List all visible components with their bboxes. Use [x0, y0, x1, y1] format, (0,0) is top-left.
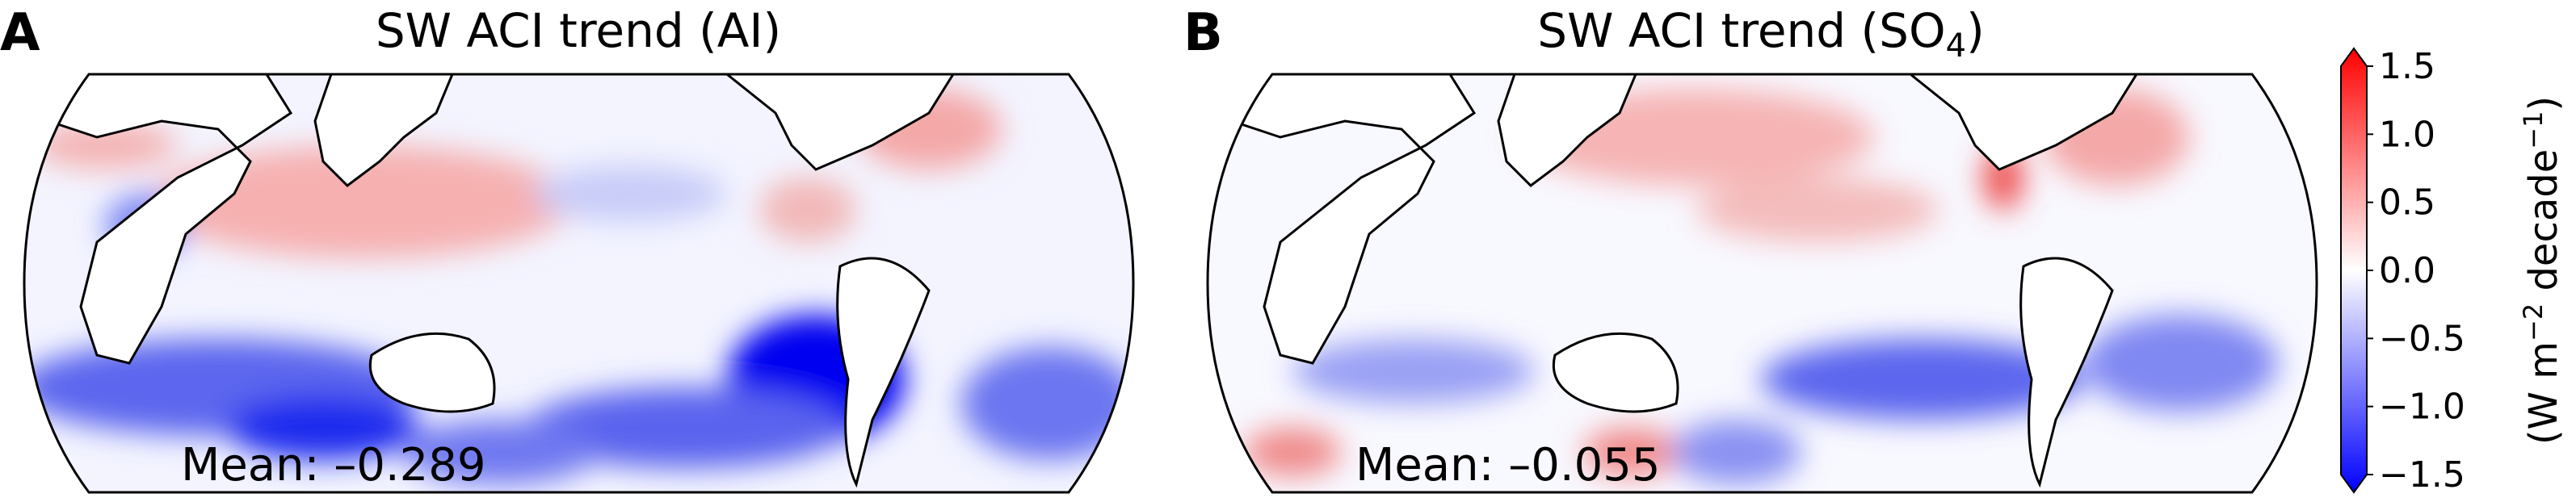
map-field: Mean: –0.055: [1208, 74, 2317, 492]
colorbar-tick-label: −1.0: [2379, 387, 2465, 428]
colorbar-tick-label: 0.5: [2379, 182, 2435, 224]
map-border: [1206, 73, 2318, 494]
colorbar-tick-label: 0.0: [2379, 250, 2435, 291]
colorbar-tick-label: −1.5: [2379, 454, 2465, 496]
panel-title: SW ACI trend (SO4): [1537, 3, 1985, 65]
colorbar-bar: [2340, 47, 2368, 494]
coastlines: [47, 74, 956, 488]
map-border: [23, 73, 1135, 494]
colorbar-tick-label: 1.5: [2379, 46, 2435, 87]
panel-letter: B: [1183, 3, 1223, 63]
mean-label: Mean: –0.289: [181, 439, 486, 492]
colorbar: 1.5 1.0 0.5 0.0 −0.5 −1.0 −1.5 (W m−2 decade−1…: [2340, 46, 2566, 496]
coastlines: [1230, 74, 2139, 488]
panel-letter: A: [0, 3, 40, 63]
colorbar-label: (W m−2 decade−1): [2518, 96, 2566, 445]
panel-b: B SW ACI trend (SO4): [1183, 3, 2318, 494]
panel-title: SW ACI trend (AI): [376, 3, 781, 58]
mean-label: Mean: –0.055: [1355, 439, 1661, 492]
map-field: Mean: –0.289: [24, 74, 1133, 492]
colorbar-tick-label: 1.0: [2379, 114, 2435, 155]
panel-a: A SW ACI trend (AI): [0, 3, 1135, 494]
colorbar-tick-label: −0.5: [2379, 318, 2465, 359]
